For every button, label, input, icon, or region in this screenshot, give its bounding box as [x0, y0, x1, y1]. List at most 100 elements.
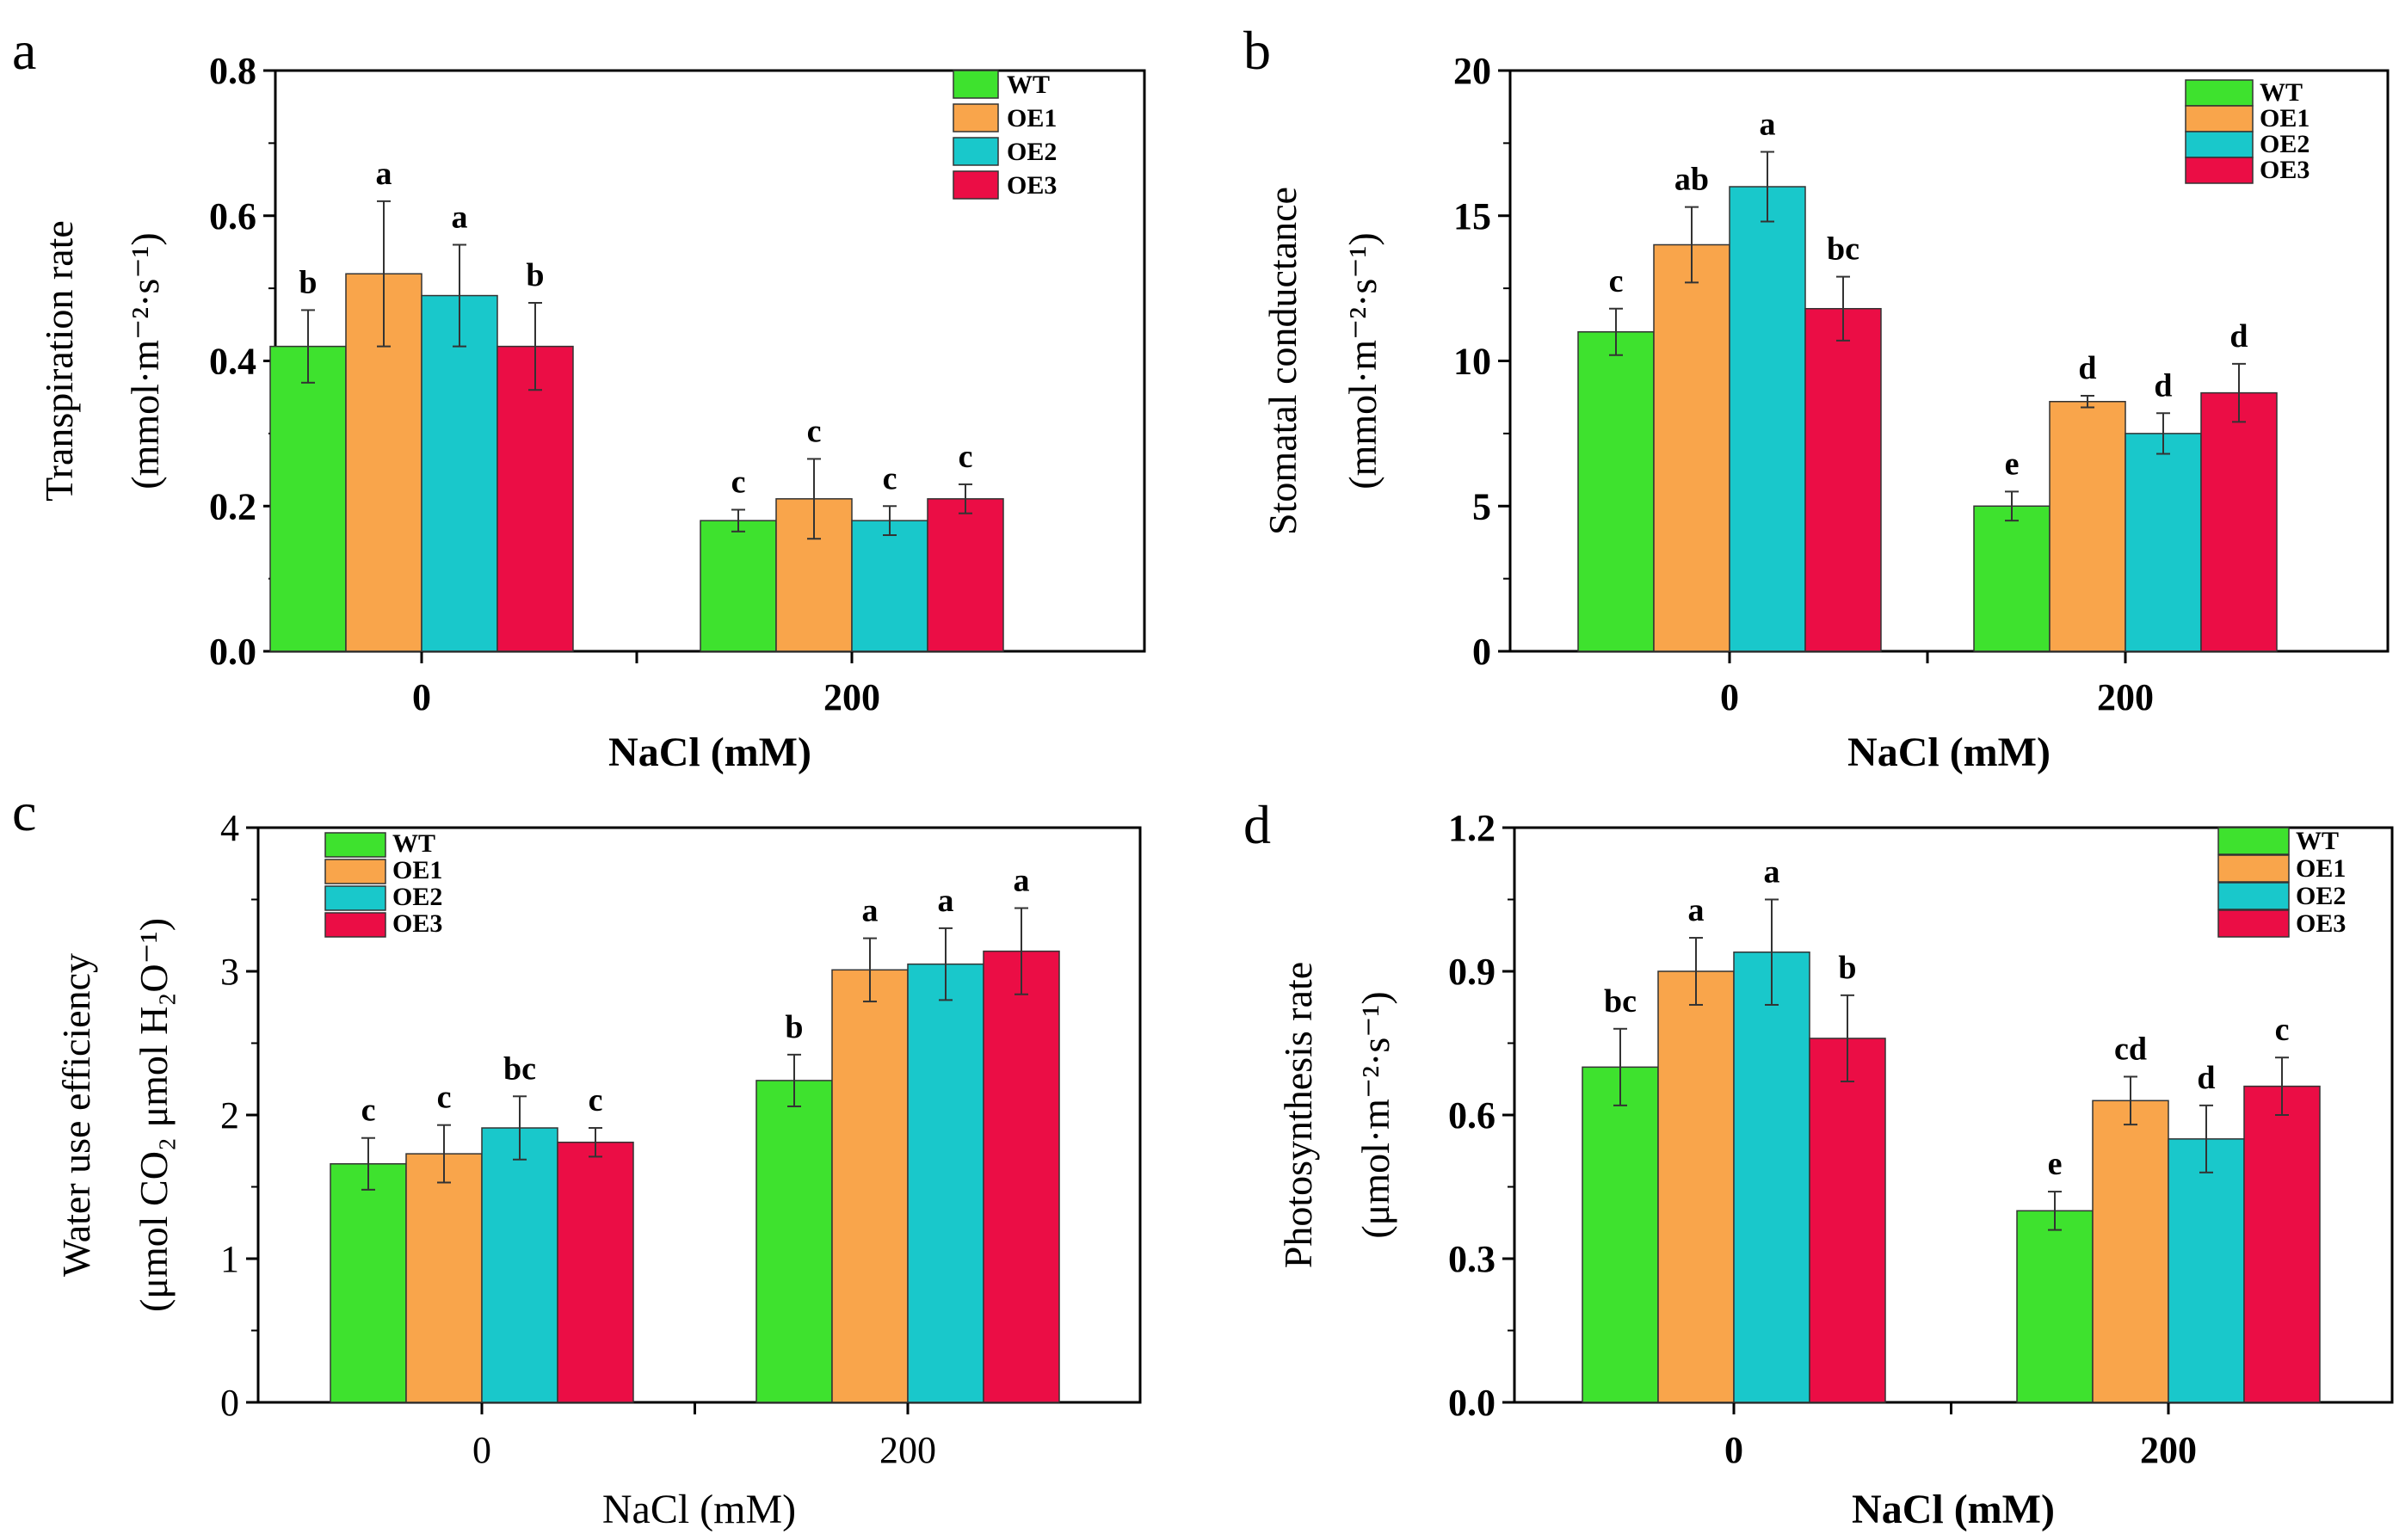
legend-label: WT: [392, 829, 435, 858]
bar: [1657, 970, 1735, 1403]
significance-letter: c: [437, 1080, 452, 1116]
legend-label: WT: [2260, 78, 2303, 107]
legend-label: OE2: [392, 883, 442, 911]
y-tick-label: 2: [220, 1094, 239, 1137]
legend-label: OE3: [2296, 909, 2346, 938]
significance-letter: c: [361, 1093, 376, 1129]
legend-label: OE2: [1007, 138, 1057, 166]
significance-letter: bc: [1604, 983, 1637, 1019]
significance-letter: c: [731, 464, 746, 500]
legend-label: OE1: [1007, 104, 1057, 132]
y-axis-unit: (μmol·m⁻²·s⁻¹): [1354, 991, 1397, 1238]
legend-label: OE2: [2296, 882, 2346, 910]
significance-letter: cd: [2114, 1031, 2147, 1067]
significance-letter: c: [807, 413, 822, 449]
y-tick-label: 20: [1453, 50, 1491, 92]
x-category-label: 200: [879, 1429, 936, 1471]
significance-letter: b: [299, 264, 317, 300]
bar: [269, 345, 347, 652]
y-tick-label: 1.2: [1448, 807, 1496, 849]
y-tick-label: 0.9: [1448, 951, 1496, 993]
legend-label: OE2: [2260, 130, 2310, 158]
y-axis-unit: (mmol·m⁻²·s⁻¹): [123, 232, 167, 489]
y-axis-unit: (μmol CO₂ μmol H₂O⁻¹): [132, 918, 176, 1312]
bar: [700, 520, 777, 652]
bar: [2016, 1210, 2094, 1403]
legend-swatch: [953, 137, 999, 166]
y-axis-title: Transpiration rate: [37, 220, 81, 502]
legend-swatch: [2185, 157, 2254, 184]
legend-swatch: [324, 832, 386, 858]
panel-a-transpiration-chart: a 0.0 0.2 0.4 0.6 0.8 0 200 NaCl (mM) Transpirati…: [12, 20, 1146, 775]
bar: [2092, 1100, 2169, 1403]
bar: [2200, 391, 2278, 652]
y-tick-label: 1: [220, 1238, 239, 1280]
significance-letter: bc: [503, 1050, 536, 1087]
bar: [496, 345, 574, 652]
panel-letter: c: [12, 781, 36, 842]
bar: [907, 963, 984, 1403]
bar: [1582, 1066, 1659, 1403]
significance-letter: d: [2197, 1060, 2215, 1096]
significance-letter: c: [883, 460, 897, 496]
legend-label: OE3: [2260, 156, 2310, 184]
bar: [557, 1141, 634, 1403]
legend-swatch: [2217, 909, 2290, 938]
legend-label: WT: [2296, 827, 2339, 855]
y-tick-label: 15: [1453, 195, 1491, 237]
significance-letter: b: [785, 1009, 803, 1045]
panel-letter: b: [1243, 20, 1271, 81]
bar: [1804, 308, 1882, 652]
x-category-label: 0: [1720, 676, 1739, 718]
legend-swatch: [953, 103, 999, 132]
bar: [2125, 433, 2202, 652]
bar: [1973, 505, 2051, 652]
significance-letter: e: [2005, 446, 2020, 482]
legend-swatch: [953, 170, 999, 200]
significance-letter: a: [1760, 107, 1776, 143]
significance-letter: ab: [1674, 162, 1709, 198]
significance-letter: bc: [1827, 231, 1859, 268]
y-tick-label: 0.6: [209, 195, 256, 237]
x-category-label: 200: [823, 676, 880, 718]
y-tick-label: 0.2: [209, 485, 256, 527]
significance-letter: c: [959, 439, 973, 475]
x-category-label: 200: [2140, 1429, 2197, 1471]
panel-letter: d: [1243, 794, 1271, 855]
bar: [851, 520, 928, 652]
legend-swatch: [2185, 105, 2254, 132]
bar: [1577, 331, 1655, 652]
x-category-label: 0: [1724, 1429, 1743, 1471]
panel-c-water-use-efficiency-chart: c 0 1 2 3 4 0 200 NaCl (mM) Water use efficiency (…: [12, 781, 1142, 1532]
significance-letter: c: [589, 1082, 603, 1118]
legend-label: OE1: [392, 856, 442, 884]
bar: [421, 294, 498, 652]
x-axis-title: NaCl (mM): [1852, 1487, 2055, 1532]
legend-label: OE1: [2296, 854, 2346, 883]
x-category-label: 200: [2097, 676, 2154, 718]
bar: [983, 950, 1060, 1403]
y-tick-label: 0.6: [1448, 1094, 1496, 1137]
legend-swatch: [2185, 79, 2254, 107]
x-axis-title: NaCl (mM): [608, 730, 811, 775]
significance-letter: d: [2229, 318, 2248, 354]
x-category-label: 0: [472, 1429, 491, 1471]
significance-letter: a: [376, 156, 392, 192]
y-tick-label: 5: [1472, 485, 1491, 527]
x-category-label: 0: [412, 676, 431, 718]
bar: [2168, 1138, 2245, 1403]
bar: [1809, 1038, 1886, 1403]
legend-swatch: [324, 912, 386, 938]
legend-label: OE3: [392, 909, 442, 938]
y-tick-label: 0: [220, 1382, 239, 1424]
bar: [481, 1127, 558, 1403]
bar: [755, 1080, 833, 1403]
y-axis-unit: (mmol·m⁻²·s⁻¹): [1341, 232, 1385, 489]
legend-swatch: [953, 70, 999, 99]
significance-letter: a: [1764, 854, 1780, 890]
legend-label: OE3: [1007, 171, 1057, 200]
bar: [330, 1163, 407, 1403]
significance-letter: a: [862, 893, 879, 929]
significance-letter: e: [2048, 1146, 2063, 1182]
significance-letter: d: [2154, 367, 2172, 403]
